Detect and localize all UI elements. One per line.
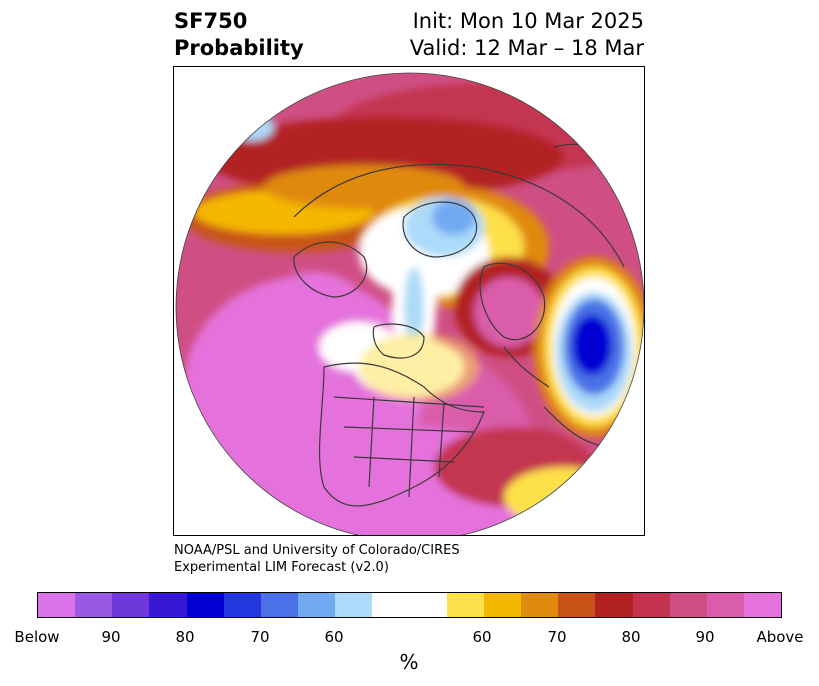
colorbar-swatch: [669, 593, 707, 617]
colorbar-tick-label: 70: [547, 628, 567, 646]
credit-line-2: Experimental LIM Forecast (v2.0): [174, 560, 389, 575]
colorbar-swatch: [223, 593, 261, 617]
field-kind: Probability: [174, 36, 304, 60]
probability-contours: [176, 82, 644, 535]
map-title-left: SF750 Probability: [174, 8, 304, 62]
colorbar-tick-label: 70: [250, 628, 270, 646]
colorbar-swatch: [38, 593, 76, 617]
init-date: Init: Mon 10 Mar 2025: [412, 9, 644, 33]
colorbar-swatch: [706, 593, 744, 617]
colorbar-tick-label: 60: [324, 628, 344, 646]
colorbar-tick-label: 90: [695, 628, 715, 646]
colorbar: [37, 592, 782, 618]
coastlines: [293, 143, 635, 507]
colorbar-swatch: [260, 593, 299, 617]
colorbar-swatch: [372, 593, 410, 617]
colorbar-swatch: [409, 593, 447, 617]
valid-range: Valid: 12 Mar – 18 Mar: [409, 36, 644, 60]
colorbar-swatch: [446, 593, 484, 617]
colorbar-tick-label: 90: [101, 628, 121, 646]
colorbar-swatch: [149, 593, 187, 617]
field-name: SF750: [174, 9, 248, 33]
colorbar-swatch: [75, 593, 113, 617]
map-frame: [173, 66, 645, 536]
colorbar-tick-label: 80: [621, 628, 641, 646]
map-title-right: Init: Mon 10 Mar 2025 Valid: 12 Mar – 18…: [410, 8, 644, 62]
map-boundary: [175, 72, 644, 535]
credit-line-1: NOAA/PSL and University of Colorado/CIRE…: [174, 543, 460, 558]
colorbar-swatch: [298, 593, 336, 617]
polar-map: [175, 72, 644, 535]
colorbar-swatch: [595, 593, 633, 617]
colorbar-unit: %: [399, 650, 419, 674]
credit: NOAA/PSL and University of Colorado/CIRE…: [174, 542, 460, 576]
colorbar-swatch: [632, 593, 670, 617]
colorbar-tick-label: Below: [14, 628, 60, 646]
colorbar-tick-label: Above: [756, 628, 804, 646]
colorbar-tick-label: 80: [175, 628, 195, 646]
colorbar-swatch: [112, 593, 150, 617]
colorbar-swatch: [521, 593, 559, 617]
colorbar-swatch: [483, 593, 522, 617]
colorbar-swatch: [743, 593, 782, 617]
colorbar-swatch: [335, 593, 373, 617]
colorbar-tick-label: 60: [472, 628, 492, 646]
colorbar-swatch: [186, 593, 224, 617]
colorbar-swatch: [558, 593, 596, 617]
